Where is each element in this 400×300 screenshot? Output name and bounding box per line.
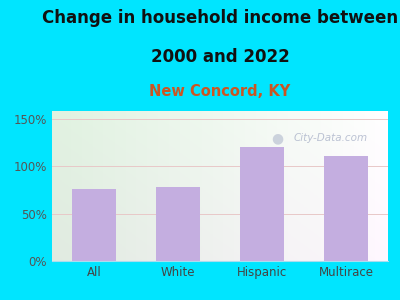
Text: 2000 and 2022: 2000 and 2022 [151, 48, 289, 66]
Text: New Concord, KY: New Concord, KY [149, 84, 291, 99]
Text: City-Data.com: City-Data.com [294, 133, 368, 143]
Bar [240, 147, 284, 261]
Text: Change in household income between: Change in household income between [42, 9, 398, 27]
Text: ●: ● [271, 131, 283, 145]
Bar [324, 156, 368, 261]
Bar [156, 187, 200, 261]
Bar [72, 189, 116, 261]
